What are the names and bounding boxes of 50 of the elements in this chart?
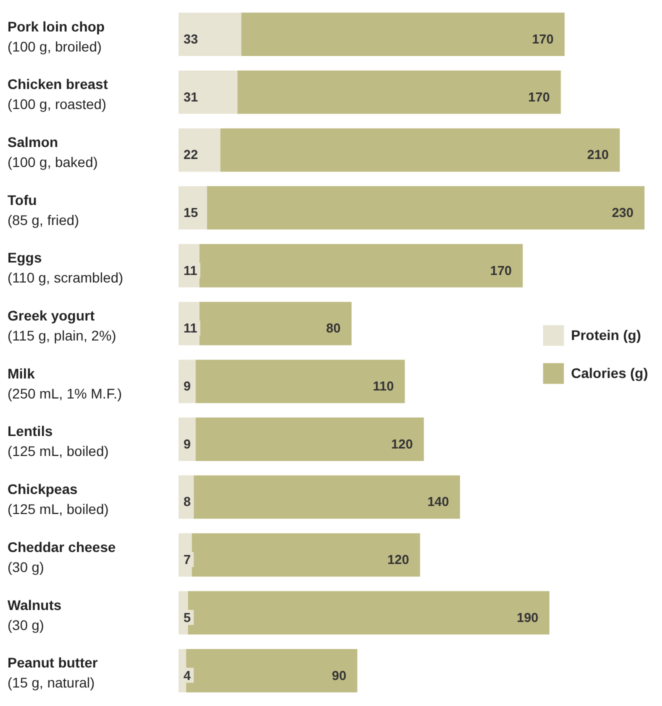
bar bbox=[207, 186, 645, 230]
data-label: 190 bbox=[516, 610, 538, 625]
bar bbox=[194, 475, 460, 519]
data-label: 9 bbox=[184, 436, 191, 452]
bar bbox=[178, 70, 238, 114]
data-label: 22 bbox=[184, 147, 198, 162]
category-label: Lentils (125 mL, boiled) bbox=[8, 423, 109, 460]
data-label: 80 bbox=[326, 320, 341, 336]
data-label: 90 bbox=[332, 668, 346, 683]
data-label: 120 bbox=[387, 552, 410, 568]
bar bbox=[220, 128, 620, 172]
category-label: Greek yogurt (115 g, plain, 2%) bbox=[8, 308, 116, 344]
data-label: 5 bbox=[184, 610, 191, 625]
data-label: 210 bbox=[587, 147, 609, 162]
data-label: 11 bbox=[184, 320, 198, 336]
data-label: 110 bbox=[372, 378, 394, 394]
category-label: Peanut butter (15 g, natural) bbox=[8, 654, 98, 691]
category-label: Chickpeas (125 mL, boiled) bbox=[8, 481, 109, 518]
bar bbox=[178, 12, 242, 56]
data-label: 170 bbox=[528, 89, 550, 104]
data-label: 9 bbox=[184, 378, 191, 394]
category-label: Milk (250 mL, 1% M.F.) bbox=[8, 365, 122, 402]
data-label: 170 bbox=[490, 262, 512, 278]
data-label: 8 bbox=[184, 494, 191, 510]
data-label: 33 bbox=[184, 31, 198, 46]
bar bbox=[241, 12, 565, 56]
category-label: Eggs (110 g, scrambled) bbox=[8, 250, 124, 286]
category-label: Tofu (85 g, fried) bbox=[8, 192, 80, 228]
data-label: 230 bbox=[612, 204, 634, 220]
category-label: Salmon (100 g, baked) bbox=[8, 134, 98, 170]
category-label: Chicken breast (100 g, roasted) bbox=[8, 76, 108, 112]
category-label: Pork loin chop (100 g, broiled) bbox=[8, 18, 105, 54]
data-label: 7 bbox=[184, 552, 191, 568]
legend-label: Calories (g) bbox=[570, 365, 648, 381]
category-label: Cheddar cheese (30 g) bbox=[8, 538, 116, 575]
bar bbox=[196, 360, 405, 404]
legend-label: Protein (g) bbox=[570, 327, 641, 343]
bar bbox=[192, 533, 420, 577]
data-label: 11 bbox=[184, 262, 198, 278]
data-label: 15 bbox=[184, 204, 198, 220]
bar bbox=[237, 70, 561, 114]
data-label: 4 bbox=[184, 668, 192, 683]
data-label: 140 bbox=[427, 494, 450, 510]
data-label: 170 bbox=[532, 31, 554, 46]
bar bbox=[196, 418, 424, 461]
bar bbox=[199, 302, 352, 346]
category-label: Walnuts (30 g) bbox=[8, 596, 62, 633]
bar bbox=[199, 244, 523, 288]
data-label: 120 bbox=[391, 436, 413, 452]
data-label: 31 bbox=[184, 89, 198, 104]
